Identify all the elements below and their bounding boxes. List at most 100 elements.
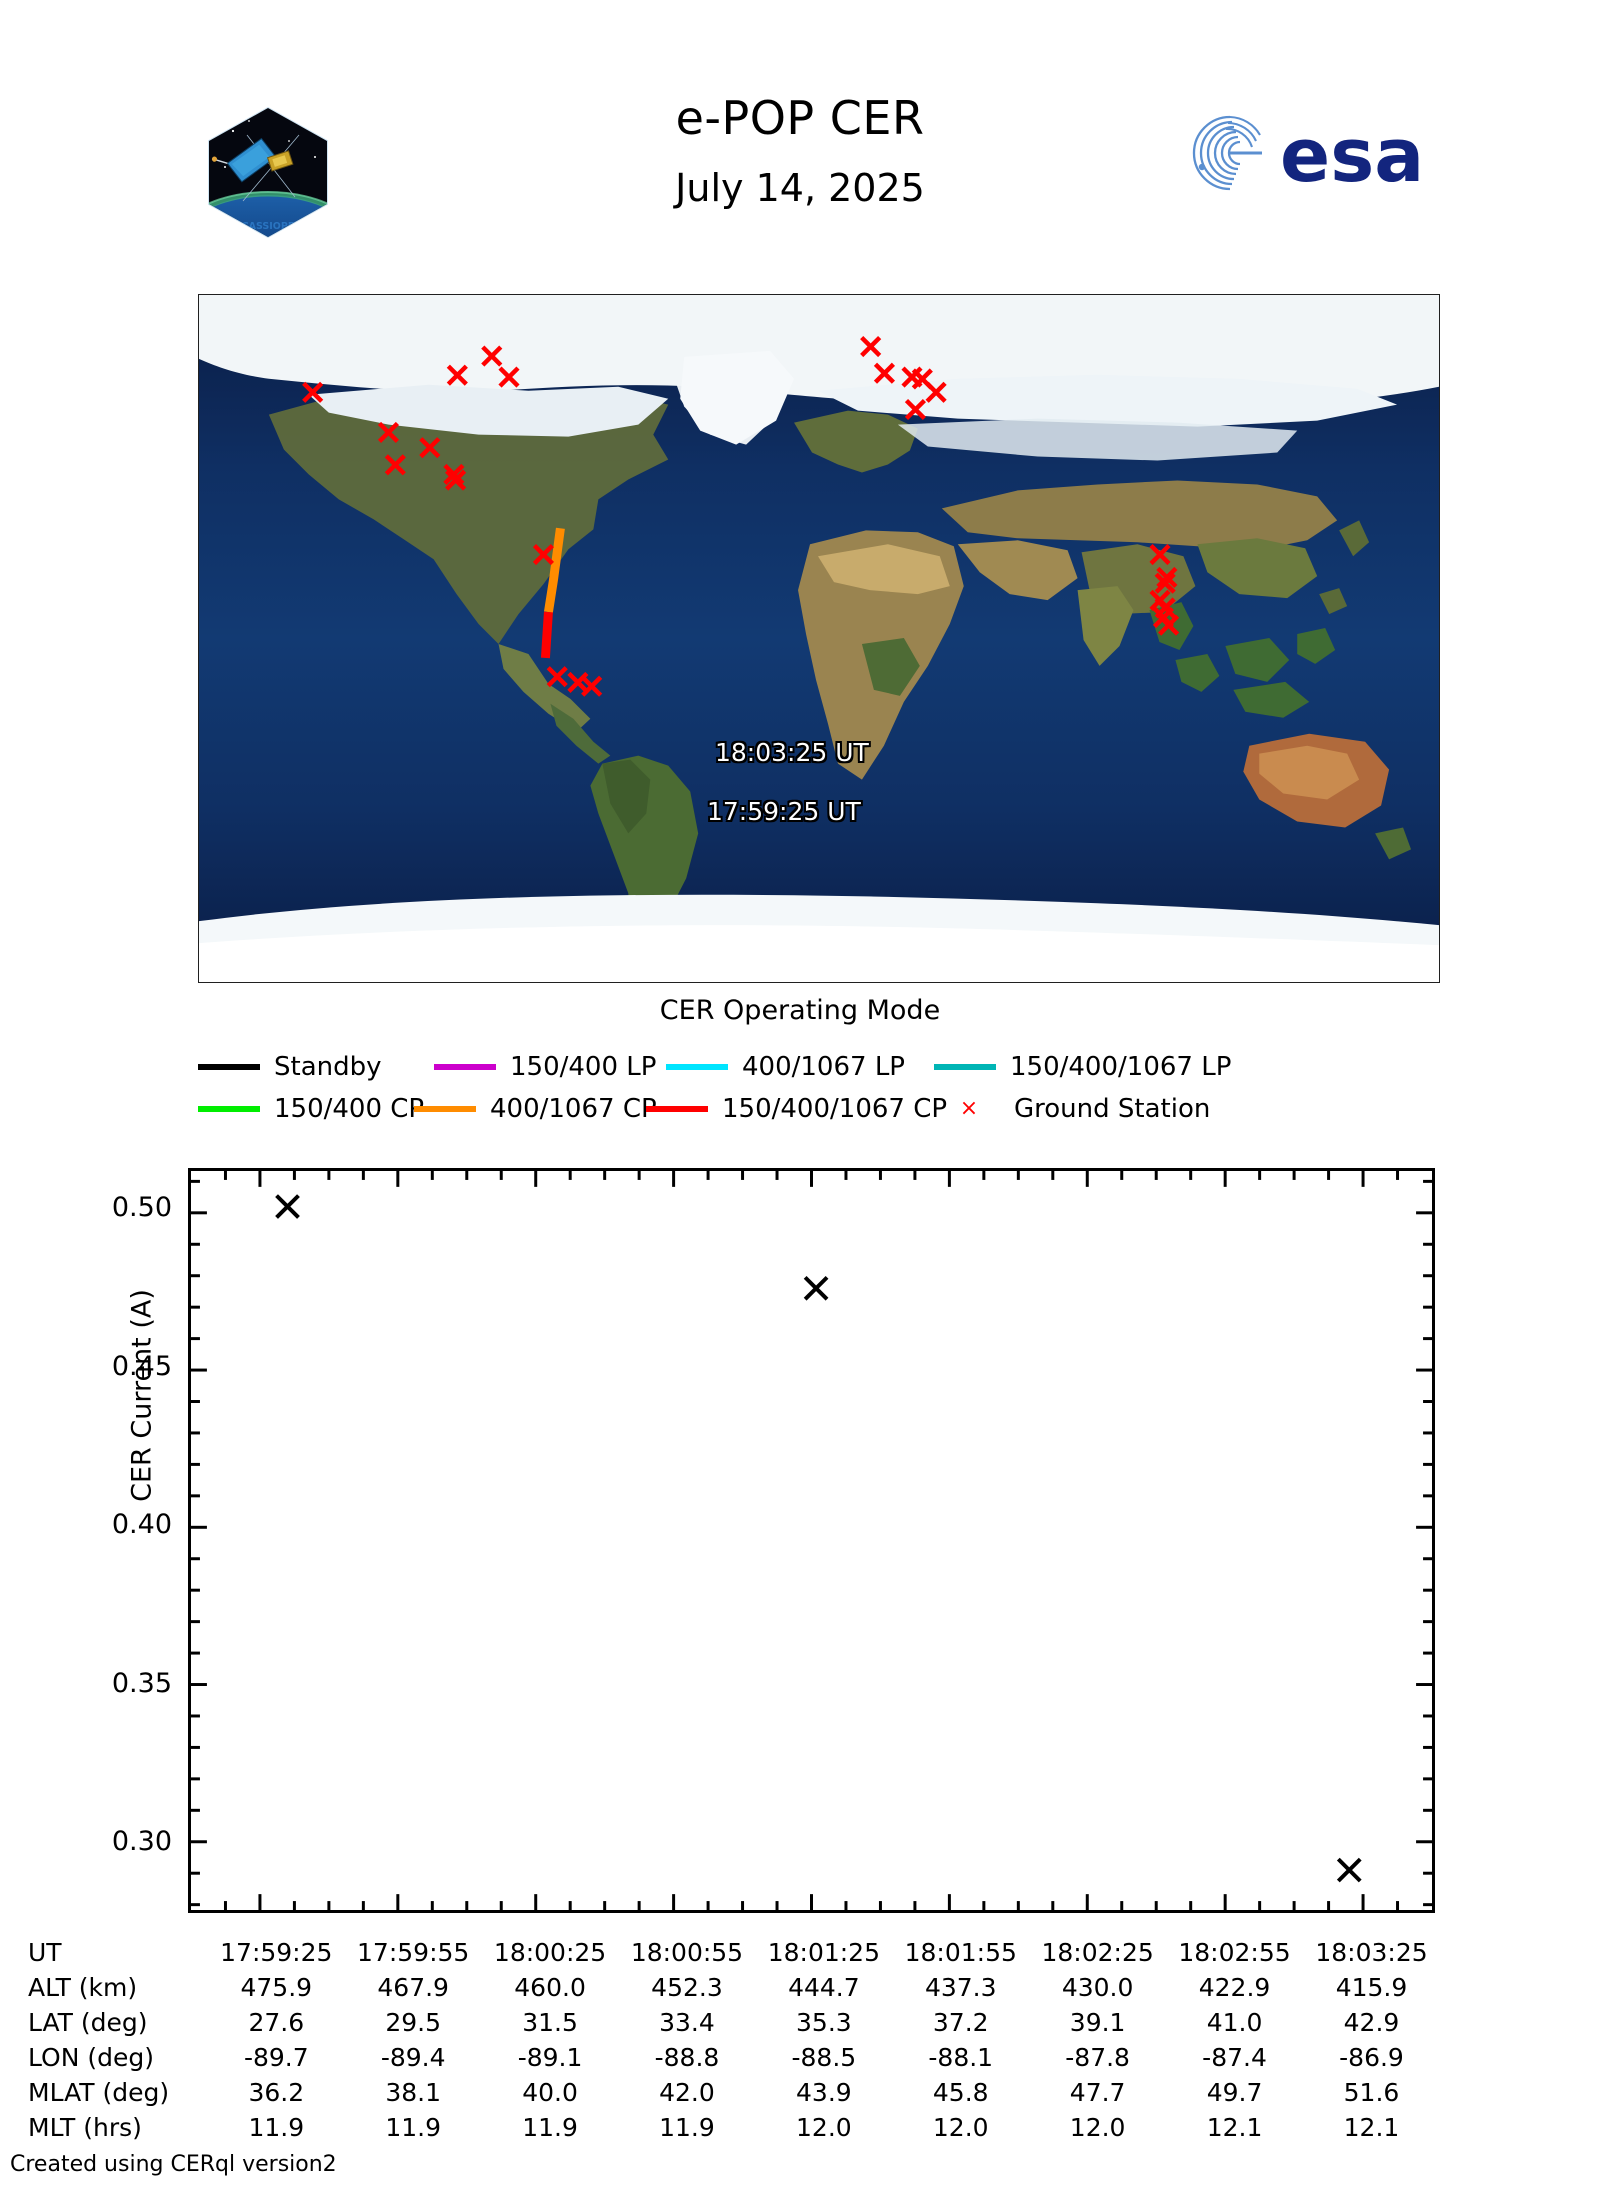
table-row-header: MLT (hrs) [28, 2113, 142, 2142]
page-header: CASSIOPE e-POP CER July 14, 2025 [0, 0, 1600, 270]
ground-station-marker [925, 381, 947, 403]
table-cell: 12.0 [796, 2113, 852, 2142]
table-cell: -87.4 [1202, 2043, 1267, 2072]
y-tick-label: 0.35 [111, 1667, 172, 1699]
table-cell: 37.2 [932, 2008, 989, 2037]
ground-station-marker [498, 366, 520, 388]
table-cell: 45.8 [932, 2078, 989, 2107]
table-cell: 11.9 [385, 2113, 442, 2142]
table-cell: 17:59:25 [220, 1938, 333, 1967]
ground-station-marker [445, 469, 467, 491]
legend-entry-ground-station[interactable]: × Ground Station [938, 1094, 1211, 1124]
ground-station-markers [302, 335, 1180, 697]
table-cell: 27.6 [248, 2008, 305, 2037]
y-axis-label: CER Current (A) [126, 1289, 158, 1502]
esa-wordmark: esa [1280, 113, 1424, 195]
ground-station-marker [860, 335, 882, 358]
table-row: UT 17:59:25 17:59:55 18:00:25 18:00:55 18:01:… [28, 1935, 1440, 1970]
ground-station-marker [1156, 566, 1178, 588]
legend-title: CER Operating Mode [659, 995, 941, 1026]
ground-station-marker [302, 381, 324, 403]
table-row: LAT (deg) 27.6 29.5 31.5 33.4 35.3 37.2 39.1 41.… [28, 2005, 1440, 2040]
ground-station-marker [873, 362, 896, 384]
legend-color-swatch [414, 1106, 476, 1112]
legend-label: 400/1067 LP [742, 1052, 905, 1082]
table-cell: -88.5 [791, 2043, 857, 2072]
table-cell: 18:00:55 [630, 1938, 744, 1967]
legend-color-swatch [198, 1106, 260, 1112]
legend-label: 150/400/1067 LP [1010, 1052, 1232, 1082]
track-start-time-label: 17:59:25 UT [707, 797, 861, 826]
ground-station-marker [481, 345, 503, 367]
legend-label: Standby [274, 1052, 382, 1082]
table-cell: -89.4 [380, 2043, 446, 2072]
table-cell: 39.1 [1069, 2008, 1126, 2037]
table-cell: 41.0 [1206, 2008, 1263, 2037]
esa-logo: esa [1168, 105, 1458, 199]
y-tick-label: 0.40 [111, 1509, 172, 1541]
legend-row: 150/400 CP 400/1067 CP 150/400/1067 CP × Gro… [198, 1088, 1442, 1130]
cassiope-mission-logo: CASSIOPE [203, 105, 333, 240]
ground-station-marker [384, 454, 406, 476]
table-cell: 12.1 [1343, 2113, 1400, 2142]
table-cell: 437.3 [924, 1973, 997, 2002]
ground-station-marker [532, 543, 555, 566]
legend-entry-150-400-lp[interactable]: 150/400 LP [434, 1052, 666, 1082]
ground-station-marker [904, 398, 927, 421]
ephemeris-table-wrap: UT 17:59:25 17:59:55 18:00:25 18:00:55 18:01:… [28, 1935, 1488, 2145]
table-cell: 415.9 [1335, 1973, 1408, 2002]
legend-entry-400-1067-lp[interactable]: 400/1067 LP [666, 1052, 934, 1082]
table-cell: 43.9 [796, 2078, 852, 2107]
plot-svg [191, 1171, 1432, 1910]
legend-color-swatch [198, 1064, 260, 1070]
table-cell: 18:01:25 [767, 1938, 880, 1967]
table-cell: 36.2 [248, 2078, 305, 2107]
table-cell: 35.3 [796, 2008, 852, 2037]
table-row: MLAT (deg) 36.2 38.1 40.0 42.0 43.9 45.8 47.7 49… [28, 2075, 1440, 2110]
legend-entry-150-400-1067-cp[interactable]: 150/400/1067 CP [646, 1094, 947, 1124]
legend-entry-400-1067-cp[interactable]: 400/1067 CP [414, 1094, 657, 1124]
table-cell: 430.0 [1061, 1973, 1134, 2002]
legend: Standby 150/400 LP 400/1067 LP 150/400/1067… [198, 1046, 1442, 1130]
ground-station-marker [581, 675, 603, 697]
table-row-header: MLAT (deg) [28, 2078, 170, 2107]
table-cell: 42.0 [659, 2078, 715, 2107]
legend-entry-150-400-cp[interactable]: 150/400 CP [198, 1094, 424, 1124]
table-cell: -89.7 [243, 2043, 309, 2072]
table-cell: 475.9 [240, 1973, 313, 2002]
table-cell: 40.0 [522, 2078, 578, 2107]
ground-station-marker [546, 666, 568, 688]
table-cell: 11.9 [248, 2113, 305, 2142]
legend-color-swatch [934, 1064, 996, 1070]
ground-station-marker [1149, 543, 1171, 566]
table-row: MLT (hrs) 11.9 11.9 11.9 11.9 12.0 12.0 12.0 12.… [28, 2110, 1440, 2145]
legend-entry-standby[interactable]: Standby [198, 1052, 434, 1082]
table-cell: 42.9 [1343, 2008, 1400, 2037]
table-cell: 11.9 [659, 2113, 715, 2142]
table-cell: -88.8 [654, 2043, 720, 2072]
table-cell: 452.3 [651, 1973, 723, 2002]
data-point-marker [803, 1275, 829, 1301]
y-tick-label: 0.30 [111, 1826, 172, 1858]
table-cell: 38.1 [385, 2078, 442, 2107]
legend-entry-150-400-1067-lp[interactable]: 150/400/1067 LP [934, 1052, 1231, 1082]
table-row-header: LON (deg) [28, 2043, 154, 2072]
table-cell: 467.9 [377, 1973, 449, 2002]
table-cell: 460.0 [514, 1973, 586, 2002]
page-title: e-POP CER [675, 91, 925, 145]
ground-station-marker [377, 421, 400, 443]
page-date: July 14, 2025 [675, 166, 925, 210]
ephemeris-table: UT 17:59:25 17:59:55 18:00:25 18:00:55 18:01:… [28, 1935, 1440, 2145]
world-map-panel: 18:03:25 UT 17:59:25 UT [198, 294, 1440, 983]
table-cell: -89.1 [517, 2043, 583, 2072]
track-segment-orange [543, 527, 565, 613]
ground-station-marker [419, 437, 441, 459]
legend-label: 150/400 LP [510, 1052, 657, 1082]
table-cell: 17:59:55 [357, 1938, 470, 1967]
cer-current-plot [188, 1168, 1435, 1913]
table-cell: 11.9 [522, 2113, 578, 2142]
track-end-time-label: 18:03:25 UT [715, 738, 869, 767]
table-cell: 18:02:55 [1178, 1938, 1291, 1967]
table-cell: 31.5 [522, 2008, 578, 2037]
table-cell: 18:02:25 [1041, 1938, 1154, 1967]
